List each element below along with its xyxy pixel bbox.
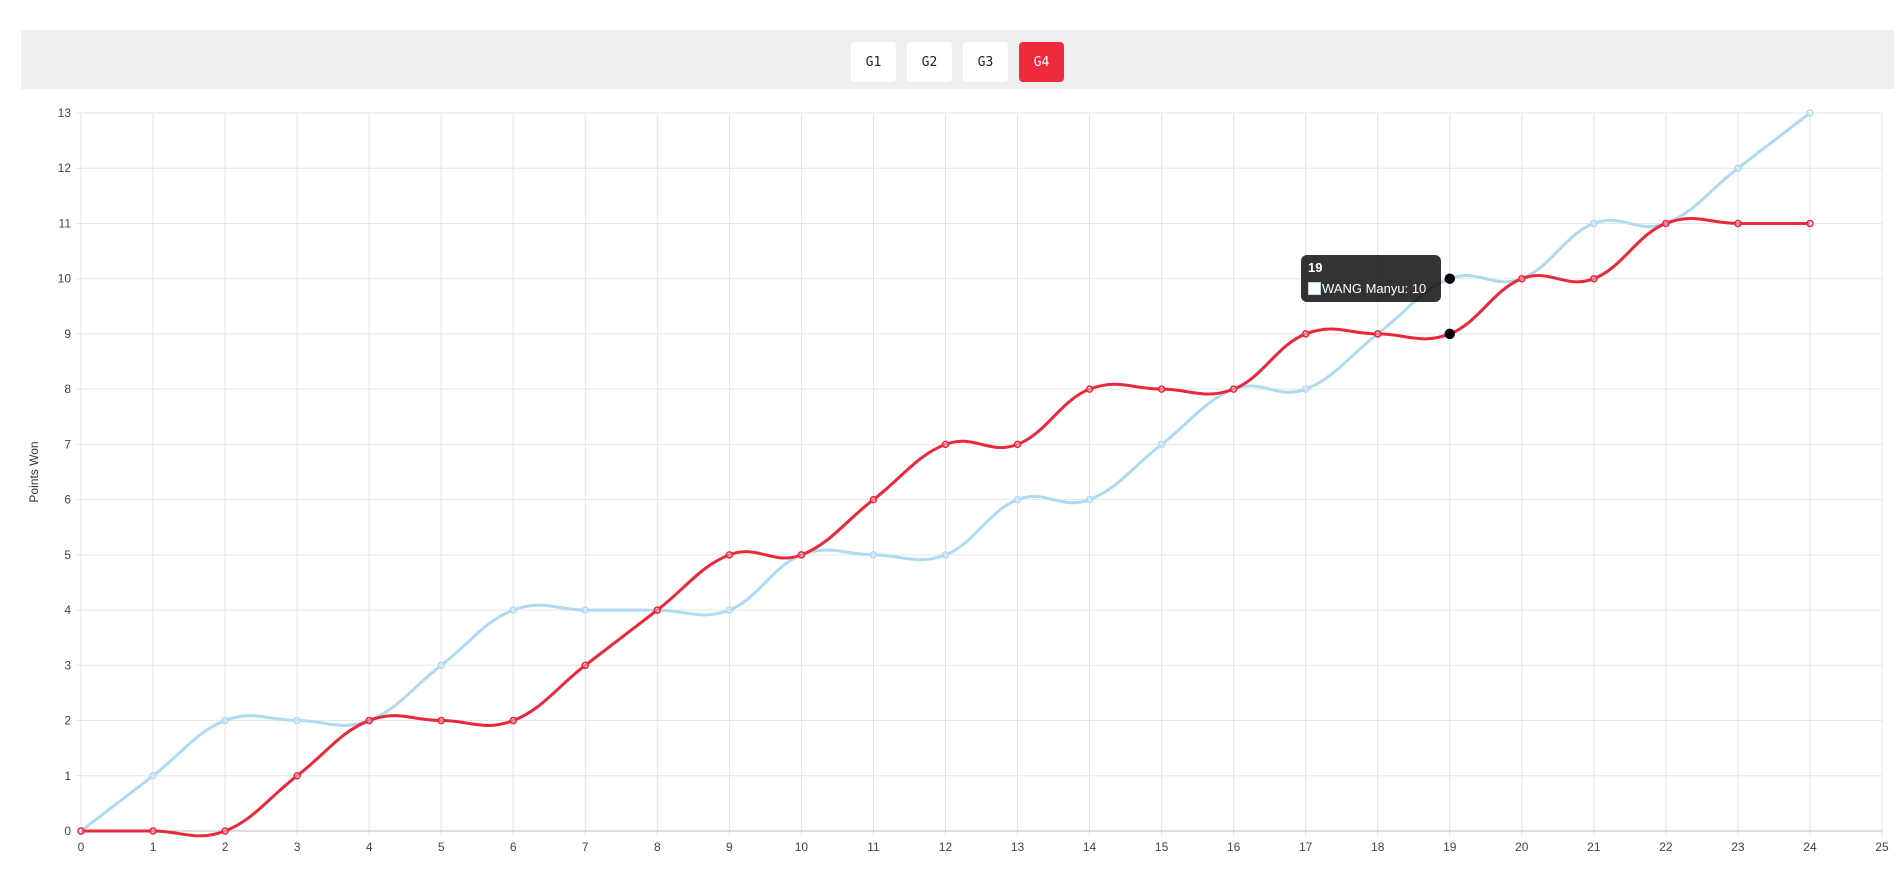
x-tick-label: 13 bbox=[1011, 840, 1025, 854]
data-point bbox=[1806, 219, 1814, 228]
data-point bbox=[725, 606, 734, 614]
tooltip-label: WANG Manyu: 10 bbox=[1322, 281, 1427, 296]
x-tick-label: 10 bbox=[795, 840, 809, 854]
data-point bbox=[293, 716, 301, 725]
y-tick-label: 4 bbox=[64, 603, 71, 617]
game-button-g1[interactable]: G1 bbox=[851, 42, 896, 82]
data-point bbox=[1444, 273, 1456, 284]
data-point bbox=[1734, 164, 1742, 172]
data-point bbox=[1518, 274, 1526, 283]
y-tick-label: 3 bbox=[64, 658, 71, 672]
data-point bbox=[437, 716, 445, 725]
data-point bbox=[1157, 385, 1166, 393]
data-point bbox=[653, 606, 662, 614]
data-point bbox=[581, 661, 590, 670]
x-tick-label: 14 bbox=[1083, 840, 1097, 854]
x-tick-label: 2 bbox=[222, 840, 229, 854]
game-button-g3[interactable]: G3 bbox=[963, 42, 1008, 82]
y-tick-label: 11 bbox=[59, 216, 72, 230]
data-point bbox=[1013, 495, 1022, 504]
x-tick-label: 1 bbox=[150, 840, 157, 854]
data-point bbox=[941, 551, 950, 559]
x-tick-label: 5 bbox=[438, 840, 445, 854]
data-point bbox=[509, 606, 517, 614]
data-point bbox=[581, 606, 590, 614]
y-tick-label: 6 bbox=[64, 493, 71, 507]
data-point bbox=[509, 716, 517, 725]
x-tick-label: 15 bbox=[1155, 840, 1169, 854]
data-point bbox=[1085, 385, 1094, 393]
x-tick-label: 24 bbox=[1803, 840, 1817, 854]
data-point bbox=[869, 551, 878, 559]
game-button-g4[interactable]: G4 bbox=[1019, 42, 1064, 82]
data-point bbox=[293, 772, 301, 780]
y-tick-label: 1 bbox=[64, 769, 71, 783]
series-line-1 bbox=[81, 217, 1810, 838]
data-point bbox=[1590, 219, 1598, 228]
legend-swatch bbox=[1308, 282, 1321, 295]
data-point bbox=[1229, 385, 1238, 393]
x-tick-label: 7 bbox=[582, 840, 589, 854]
data-point bbox=[77, 827, 85, 835]
x-tick-label: 18 bbox=[1371, 840, 1385, 854]
game-selector-bar bbox=[21, 30, 1894, 89]
data-point bbox=[1806, 109, 1814, 117]
x-tick-label: 4 bbox=[366, 840, 373, 854]
game-buttons: G1 G2 G3 G4 bbox=[851, 42, 1064, 82]
x-tick-label: 25 bbox=[1875, 840, 1889, 854]
data-point bbox=[725, 551, 734, 559]
x-tick-label: 23 bbox=[1731, 840, 1745, 854]
x-tick-label: 17 bbox=[1299, 840, 1313, 854]
game-button-g2[interactable]: G2 bbox=[907, 42, 952, 82]
x-tick-label: 20 bbox=[1515, 840, 1529, 854]
data-point bbox=[869, 495, 878, 504]
data-point bbox=[221, 827, 229, 835]
data-point bbox=[1734, 219, 1742, 228]
x-tick-label: 16 bbox=[1227, 840, 1241, 854]
data-point bbox=[149, 827, 157, 835]
y-tick-label: 7 bbox=[64, 437, 71, 451]
data-point bbox=[1157, 440, 1166, 449]
data-point bbox=[1444, 328, 1456, 340]
data-point bbox=[1373, 330, 1382, 338]
data-point bbox=[1662, 219, 1670, 228]
data-point bbox=[1301, 385, 1310, 393]
data-point bbox=[1590, 274, 1598, 283]
y-tick-label: 12 bbox=[58, 161, 72, 175]
data-point bbox=[221, 716, 229, 725]
tooltip: 19 WANG Manyu: 10 bbox=[1301, 255, 1441, 302]
y-tick-label: 2 bbox=[64, 714, 71, 728]
y-tick-label: 13 bbox=[58, 106, 72, 120]
data-point bbox=[797, 551, 806, 559]
x-tick-label: 8 bbox=[654, 840, 661, 854]
data-point bbox=[941, 440, 950, 449]
x-tick-label: 0 bbox=[78, 840, 85, 854]
y-tick-label: 5 bbox=[64, 548, 71, 562]
y-tick-label: 0 bbox=[64, 824, 71, 838]
x-tick-label: 3 bbox=[294, 840, 301, 854]
data-point bbox=[1013, 440, 1022, 449]
data-point bbox=[365, 716, 373, 725]
y-tick-label: 8 bbox=[64, 382, 71, 396]
x-tick-label: 22 bbox=[1659, 840, 1673, 854]
x-tick-label: 12 bbox=[939, 840, 953, 854]
data-point bbox=[149, 772, 157, 780]
x-tick-label: 6 bbox=[510, 840, 517, 854]
tooltip-title: 19 bbox=[1308, 260, 1323, 275]
data-point bbox=[1085, 495, 1094, 504]
y-tick-label: 10 bbox=[58, 272, 72, 286]
y-tick-label: 9 bbox=[64, 327, 71, 341]
x-tick-label: 21 bbox=[1587, 840, 1601, 854]
x-tick-label: 19 bbox=[1443, 840, 1457, 854]
data-point bbox=[437, 661, 445, 670]
data-point bbox=[1301, 330, 1310, 338]
y-axis-label: Points Won bbox=[27, 441, 41, 502]
x-tick-label: 9 bbox=[726, 840, 733, 854]
x-tick-label: 11 bbox=[867, 840, 880, 854]
